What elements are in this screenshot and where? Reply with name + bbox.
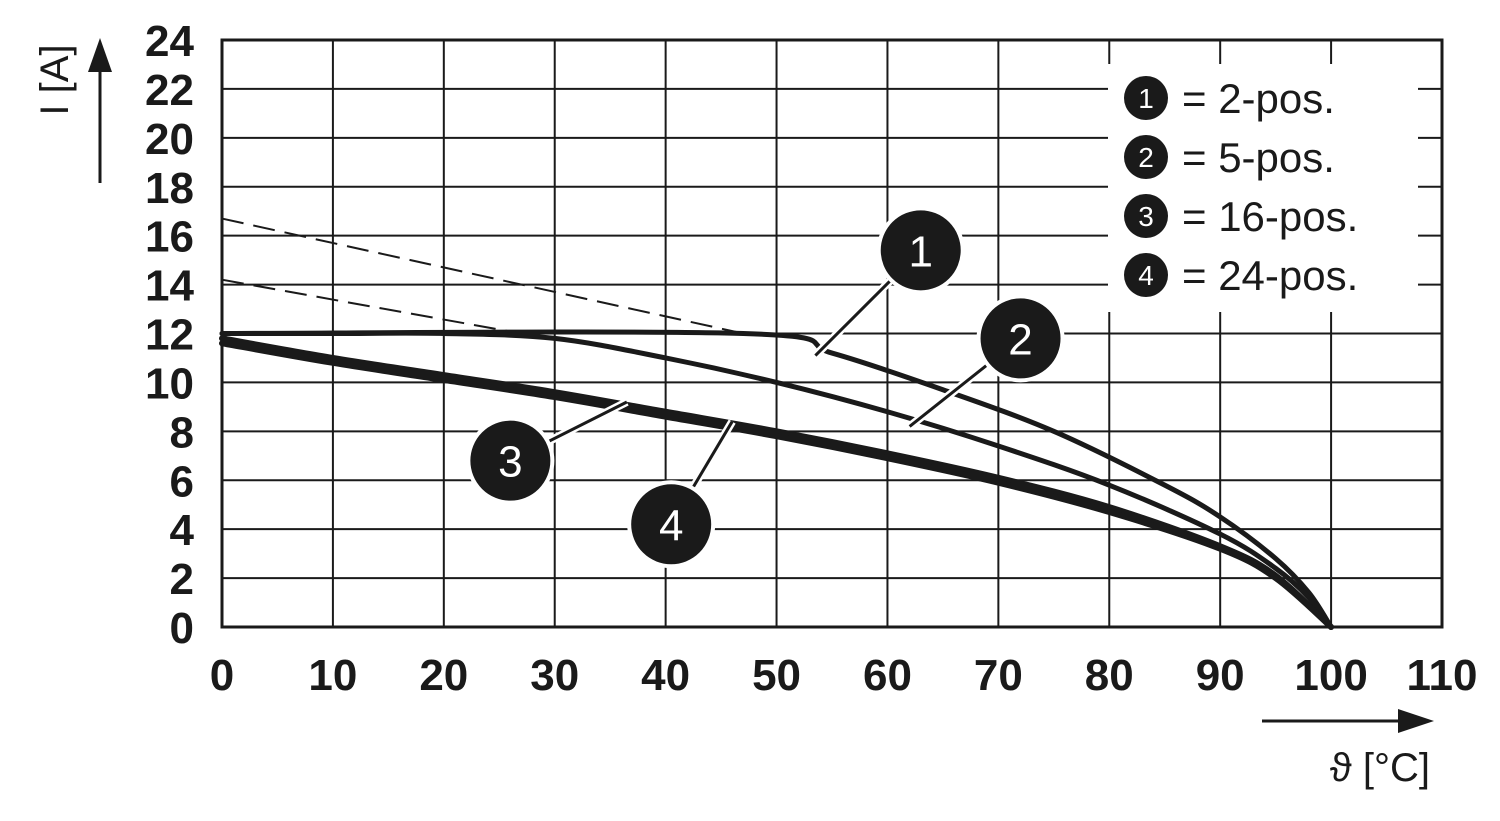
- x-tick-label: 40: [641, 651, 690, 700]
- callout-badge: [627, 480, 716, 569]
- callout-3: 3: [466, 398, 629, 505]
- legend-item-3: 3 = 16-pos.: [1124, 193, 1358, 240]
- callout-number: 3: [498, 438, 522, 487]
- y-tick-label: 22: [145, 66, 194, 115]
- series-line-2: [219, 330, 1334, 630]
- x-tick-label: 20: [419, 651, 468, 700]
- y-tick-label: 10: [145, 359, 194, 408]
- x-tick-label: 100: [1294, 651, 1367, 700]
- series-lines: [219, 217, 1335, 630]
- callout-2: 2: [907, 294, 1065, 430]
- legend-marker-number: 3: [1138, 201, 1154, 232]
- legend-marker-number: 1: [1138, 83, 1154, 114]
- callout-1: 1: [812, 206, 965, 359]
- series-line-4: [219, 340, 1335, 630]
- legend-item-1: 1 = 2-pos.: [1124, 75, 1335, 122]
- legend-item-4: 4 = 24-pos.: [1124, 252, 1358, 299]
- y-tick-label: 24: [145, 17, 194, 66]
- callout-number: 1: [908, 227, 932, 276]
- y-axis-label: I [A]: [33, 44, 77, 115]
- legend-marker: [1124, 253, 1168, 297]
- y-tick-label: 20: [145, 115, 194, 164]
- callout-number: 4: [659, 501, 683, 550]
- y-tick-label: 0: [170, 604, 194, 653]
- callout-badge: [466, 416, 555, 505]
- x-tick-label: 0: [210, 651, 234, 700]
- callout-number: 2: [1008, 315, 1032, 364]
- series-callouts: 1 2 3 4: [466, 206, 1065, 569]
- legend-label: = 5-pos.: [1182, 134, 1335, 181]
- legend-marker: [1124, 194, 1168, 238]
- y-axis-arrow: [88, 38, 112, 183]
- x-tick-label: 70: [974, 651, 1023, 700]
- callout-badge: [876, 206, 965, 295]
- x-tick-label: 90: [1196, 651, 1245, 700]
- legend-marker: [1124, 135, 1168, 179]
- x-tick-label: 30: [530, 651, 579, 700]
- x-tick-label: 50: [752, 651, 801, 700]
- x-axis-arrow: [1262, 709, 1434, 733]
- x-tick-label: 60: [863, 651, 912, 700]
- legend-label: = 2-pos.: [1182, 75, 1335, 122]
- legend: 1 = 2-pos. 2 = 5-pos. 3 = 16-pos. 4 = 24-pos.: [1108, 64, 1418, 312]
- series-line-1: [219, 329, 1334, 630]
- y-tick-label: 4: [170, 506, 195, 555]
- callout-badge: [976, 294, 1065, 383]
- y-tick-label: 14: [145, 262, 194, 311]
- y-tick-label: 6: [170, 457, 194, 506]
- y-tick-label: 2: [170, 555, 194, 604]
- x-tick-labels: 0 10 20 30 40 50 60 70 80 90 100 110: [210, 651, 1478, 700]
- y-tick-label: 8: [170, 408, 194, 457]
- y-tick-label: 12: [145, 311, 194, 360]
- x-tick-label: 10: [308, 651, 357, 700]
- series-extension-2: [221, 278, 522, 335]
- y-tick-label: 18: [145, 164, 194, 213]
- x-tick-label: 80: [1085, 651, 1134, 700]
- series-extension-1: [221, 217, 744, 335]
- x-axis-label: ϑ [°C]: [1330, 746, 1430, 790]
- y-tick-label: 16: [145, 213, 194, 262]
- legend-item-2: 2 = 5-pos.: [1124, 134, 1335, 181]
- legend-label: = 16-pos.: [1182, 193, 1358, 240]
- legend-marker: [1124, 76, 1168, 120]
- callout-4: 4: [627, 419, 736, 569]
- x-tick-label: 110: [1407, 651, 1478, 700]
- legend-marker-number: 4: [1138, 260, 1154, 291]
- legend-label: = 24-pos.: [1182, 252, 1358, 299]
- legend-marker-number: 2: [1138, 142, 1154, 173]
